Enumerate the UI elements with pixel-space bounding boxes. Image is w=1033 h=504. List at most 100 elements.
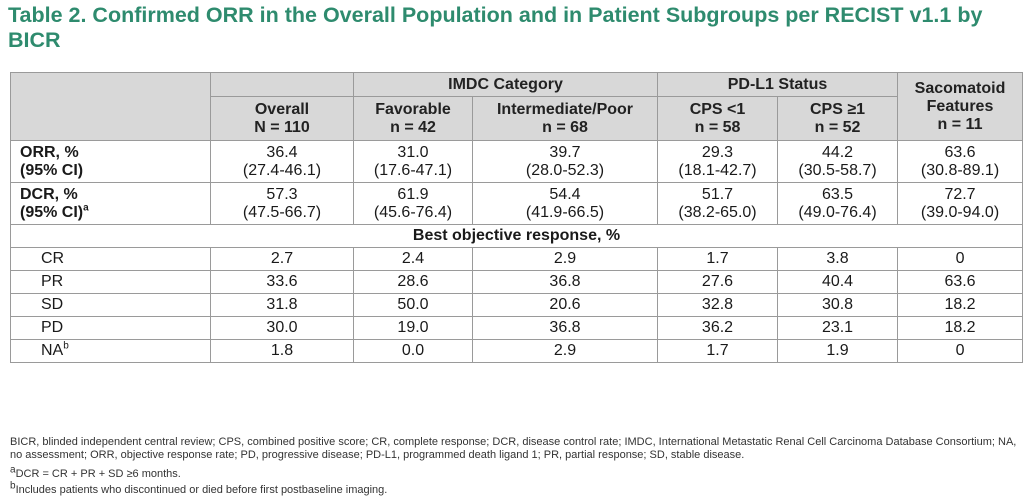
orr-cell-intermediate-poor: 39.7 (28.0-52.3) <box>472 140 658 183</box>
response-label: CR <box>10 247 211 271</box>
orr-label-line1: ORR, % <box>20 143 79 161</box>
footnote-a-mark: a <box>10 464 16 476</box>
response-row-cr: CR 2.7 2.4 2.9 1.7 3.8 0 <box>10 247 1024 271</box>
response-value: 31.8 <box>210 293 354 317</box>
header-col-n: n = 42 <box>390 118 436 136</box>
orr-cell-favorable: 31.0 (17.6-47.1) <box>353 140 473 183</box>
response-row-sd: SD 31.8 50.0 20.6 32.8 30.8 18.2 <box>10 293 1024 317</box>
dcr-ci: (38.2-65.0) <box>678 203 757 221</box>
orr-ci: (17.6-47.1) <box>373 161 453 179</box>
dcr-ci: (41.9-66.5) <box>525 203 605 221</box>
dcr-ci: (47.5-66.7) <box>242 203 322 221</box>
orr-label-line2: (95% CI) <box>20 161 84 179</box>
response-value: 30.8 <box>776 293 899 317</box>
dcr-row-label: DCR, % (95% CI)a <box>10 182 211 225</box>
orr-row-label: ORR, % (95% CI) <box>10 140 211 183</box>
header-group-sarcomatoid: Sacomatoid Features n = 11 <box>897 72 1024 141</box>
response-row-na: NAb 1.8 0.0 2.9 1.7 1.9 0 <box>10 339 1024 363</box>
footnote-b-mark: b <box>10 480 16 492</box>
dcr-cell-favorable: 61.9 (45.6-76.4) <box>353 182 473 225</box>
header-group-row: IMDC Category PD-L1 Status Sacomatoid Fe… <box>10 72 1024 141</box>
orr-value: 31.0 <box>397 143 429 161</box>
dcr-value: 72.7 <box>944 185 976 203</box>
header-col-name: Intermediate/Poor <box>496 100 634 118</box>
header-sarcomatoid-name: Features <box>926 97 994 115</box>
footnote-abbreviations: BICR, blinded independent central review… <box>10 436 1017 461</box>
orr-ci: (18.1-42.7) <box>678 161 757 179</box>
response-value: 1.9 <box>776 339 899 363</box>
response-value: 2.9 <box>472 247 658 271</box>
response-label: PD <box>10 316 211 340</box>
response-value: 36.8 <box>472 316 658 340</box>
response-label: NA <box>41 342 64 359</box>
header-col-cps-ge1: CPS ≥1 n = 52 <box>776 96 899 141</box>
header-column-row: Overall N = 110 Favorable n = 42 Interme… <box>10 96 1023 141</box>
header-overall-spacer <box>210 72 354 97</box>
header-col-n: n = 58 <box>694 118 741 136</box>
orr-ci: (28.0-52.3) <box>525 161 605 179</box>
orr-cell-cps-ge1: 44.2 (30.5-58.7) <box>776 140 899 183</box>
response-value: 0 <box>897 339 1024 363</box>
header-col-name: CPS ≥1 <box>809 100 866 118</box>
dcr-label-line2: (95% CI) <box>20 203 84 221</box>
header-col-favorable: Favorable n = 42 <box>353 96 473 141</box>
response-value: 18.2 <box>897 293 1024 317</box>
dcr-value: 54.4 <box>549 185 581 203</box>
footnote-b-text: Includes patients who discontinued or di… <box>15 484 388 496</box>
orr-row: ORR, % (95% CI) 36.4 (27.4-46.1) 31.0 (17.… <box>10 140 1024 183</box>
response-value: 32.8 <box>657 293 778 317</box>
response-value: 2.7 <box>210 247 354 271</box>
response-value: 36.2 <box>657 316 778 340</box>
dcr-row: DCR, % (95% CI)a 57.3 (47.5-66.7) 61.9 (45… <box>10 182 1024 225</box>
response-value: 63.6 <box>897 270 1024 294</box>
header-corner-cell <box>10 72 211 141</box>
response-value: 30.0 <box>210 316 354 340</box>
response-value: 0.0 <box>353 339 473 363</box>
response-row-pr: PR 33.6 28.6 36.8 27.6 40.4 63.6 <box>10 270 1024 294</box>
dcr-value: 61.9 <box>397 185 429 203</box>
dcr-ci: (49.0-76.4) <box>798 203 877 221</box>
header-col-n: n = 52 <box>814 118 861 136</box>
dcr-cell-cps-ge1: 63.5 (49.0-76.4) <box>776 182 899 225</box>
orr-cell-sarcomatoid: 63.6 (30.8-89.1) <box>897 140 1024 183</box>
response-value: 18.2 <box>897 316 1024 340</box>
dcr-ci: (39.0-94.0) <box>920 203 1000 221</box>
response-row-pd: PD 30.0 19.0 36.8 36.2 23.1 18.2 <box>10 316 1024 340</box>
response-label: PR <box>10 270 211 294</box>
dcr-label-line1: DCR, % <box>20 185 78 203</box>
dcr-cell-cps-lt1: 51.7 (38.2-65.0) <box>657 182 778 225</box>
results-table: IMDC Category PD-L1 Status Sacomatoid Fe… <box>9 72 1024 363</box>
response-value: 2.4 <box>353 247 473 271</box>
footnote-b: bIncludes patients who discontinued or d… <box>10 481 1025 497</box>
header-group-pdl1: PD-L1 Status <box>656 72 899 97</box>
dcr-ci: (45.6-76.4) <box>373 203 453 221</box>
response-value: 1.7 <box>657 247 778 271</box>
response-value: 0 <box>897 247 1024 271</box>
orr-value: 29.3 <box>701 143 734 161</box>
footnote-a-text: DCR = CR + PR + SD ≥6 months. <box>15 468 181 480</box>
header-col-n: N = 110 <box>254 118 310 136</box>
dcr-cell-intermediate-poor: 54.4 (41.9-66.5) <box>472 182 658 225</box>
dcr-value: 63.5 <box>821 185 854 203</box>
header-col-cps-lt1: CPS <1 n = 58 <box>657 96 778 141</box>
header-sarcomatoid-n: n = 11 <box>937 115 983 133</box>
response-value: 2.9 <box>472 339 658 363</box>
header-col-name: CPS <1 <box>689 100 746 118</box>
header-group-imdc: IMDC Category <box>353 72 658 97</box>
dcr-cell-overall: 57.3 (47.5-66.7) <box>210 182 354 225</box>
dcr-value: 51.7 <box>701 185 734 203</box>
response-label: SD <box>10 293 211 317</box>
response-value: 20.6 <box>472 293 658 317</box>
response-value: 50.0 <box>353 293 473 317</box>
orr-ci: (30.5-58.7) <box>798 161 877 179</box>
response-value: 28.6 <box>353 270 473 294</box>
response-value: 1.7 <box>657 339 778 363</box>
dcr-value: 57.3 <box>266 185 298 203</box>
response-value: 27.6 <box>657 270 778 294</box>
response-value: 3.8 <box>776 247 899 271</box>
orr-cell-overall: 36.4 (27.4-46.1) <box>210 140 354 183</box>
response-value: 36.8 <box>472 270 658 294</box>
response-value: 23.1 <box>776 316 899 340</box>
response-value: 1.8 <box>210 339 354 363</box>
header-col-name: Favorable <box>375 100 451 118</box>
